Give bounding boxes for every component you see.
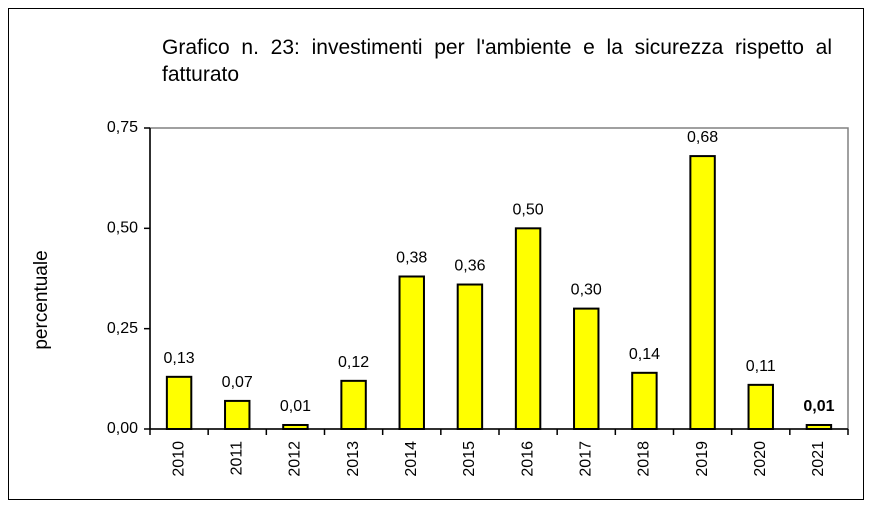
x-tick-label: 2020 [752, 441, 769, 477]
bar [165, 375, 193, 430]
x-tick-label: 2016 [519, 441, 536, 477]
data-label: 0,13 [164, 350, 195, 367]
bar [224, 399, 251, 431]
y-axis-label: percentuale [31, 250, 52, 349]
bar [747, 383, 774, 430]
data-label: 0,38 [396, 249, 427, 266]
data-label: 0,68 [687, 129, 718, 146]
bar [514, 227, 542, 430]
data-label: 0,14 [629, 346, 660, 363]
data-label: 0,30 [571, 282, 602, 299]
bar [631, 371, 658, 430]
y-tick-label: 0,25 [107, 320, 138, 337]
x-tick-label: 2013 [345, 441, 362, 477]
data-label: 0,01 [280, 398, 311, 415]
bar [573, 307, 600, 431]
data-label: 0,01 [803, 398, 834, 415]
x-tick-label: 2011 [228, 441, 245, 476]
y-tick-label: 0,75 [107, 119, 138, 136]
data-label: 0,36 [454, 258, 485, 275]
bar [689, 155, 716, 431]
data-label: 0,12 [338, 354, 369, 371]
bar [805, 423, 833, 430]
bar [340, 379, 367, 430]
chart-border [8, 8, 864, 500]
x-tick-label: 2019 [694, 441, 711, 477]
x-tick-label: 2021 [810, 441, 827, 477]
data-label: 0,07 [222, 374, 253, 391]
y-tick-label: 0,50 [107, 220, 138, 237]
chart-title: Grafico n. 23: investimenti per l'ambien… [162, 36, 832, 86]
bar [398, 275, 425, 431]
x-tick-label: 2018 [636, 441, 653, 477]
data-label: 0,50 [513, 201, 544, 218]
x-tick-label: 2012 [287, 441, 304, 477]
bar [282, 423, 309, 430]
x-tick-label: 2014 [403, 441, 420, 477]
bar [456, 283, 484, 430]
x-tick-label: 2017 [577, 441, 594, 477]
x-tick-label: 2015 [461, 441, 478, 477]
x-tick-label: 2010 [170, 441, 187, 477]
data-label: 0,11 [746, 358, 776, 375]
y-tick-label: 0,00 [107, 420, 138, 437]
